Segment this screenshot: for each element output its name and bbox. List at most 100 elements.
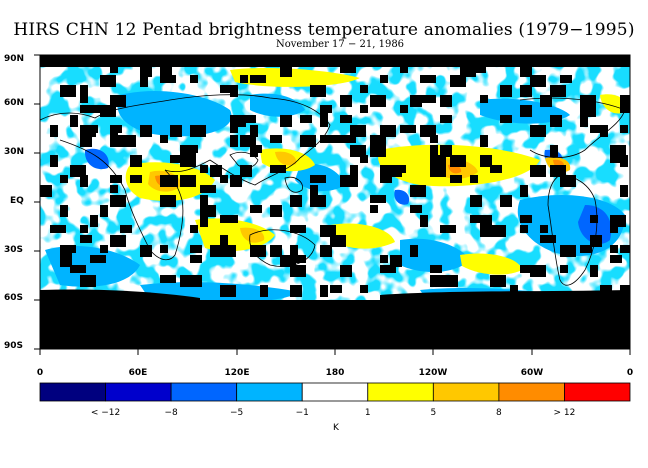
missing-data-box [200, 165, 208, 173]
colorbar-swatch [236, 382, 303, 402]
colorbar-swatch [170, 382, 238, 402]
missing-data-box [340, 175, 352, 187]
missing-data-box [290, 225, 306, 233]
missing-data-box [520, 105, 532, 117]
missing-data-box [600, 285, 612, 297]
missing-data-box [340, 65, 356, 73]
missing-data-box [610, 215, 626, 227]
missing-data-box [310, 175, 326, 183]
lat-label-60n: 60N [4, 98, 25, 108]
colorbar-label: < −12 [90, 408, 121, 418]
missing-data-box [420, 125, 428, 137]
lat-label-60s: 60S [4, 293, 24, 303]
colorbar [39, 382, 631, 402]
missing-data-box [250, 125, 258, 137]
missing-data-box [220, 245, 236, 257]
missing-data-box [180, 175, 196, 187]
missing-data-box [200, 205, 216, 217]
missing-data-box [480, 215, 492, 227]
missing-data-box [430, 275, 446, 287]
missing-data-box [360, 85, 368, 93]
lon-label-60w: 60W [520, 368, 544, 378]
missing-data-box [530, 165, 542, 177]
missing-data-box [280, 115, 292, 123]
missing-data-box [160, 245, 168, 253]
missing-data-box [290, 245, 298, 257]
lon-label-0: 0 [36, 368, 44, 378]
missing-data-box [590, 215, 598, 223]
missing-data-box [370, 95, 386, 107]
missing-data-box [420, 95, 436, 103]
missing-data-box [410, 205, 422, 213]
missing-data-box [270, 165, 286, 173]
missing-data-box [440, 115, 452, 123]
missing-data-box [310, 85, 326, 97]
missing-data-box [520, 265, 536, 273]
missing-data-box [440, 145, 452, 157]
colorbar-swatch [39, 382, 106, 402]
missing-data-box [170, 155, 186, 163]
missing-data-box [200, 215, 208, 227]
missing-data-box [220, 85, 236, 93]
missing-data-box [380, 255, 388, 263]
missing-data-box [450, 275, 458, 287]
missing-data-box [370, 195, 386, 203]
missing-data-box [250, 75, 266, 83]
missing-data-box [110, 65, 118, 73]
missing-data-box [210, 245, 222, 257]
missing-data-box [120, 225, 132, 233]
missing-data-box [160, 195, 176, 207]
missing-data-box [390, 255, 402, 267]
colorbar-swatch [367, 382, 434, 402]
colorbar-swatch [301, 382, 369, 402]
missing-data-box [340, 265, 352, 277]
missing-data-box [220, 285, 236, 297]
missing-data-box [500, 195, 512, 207]
missing-data-box [480, 95, 488, 103]
missing-data-box [50, 155, 58, 167]
missing-data-box [110, 195, 126, 207]
missing-data-box [330, 235, 346, 247]
missing-data-box [210, 165, 222, 177]
missing-data-box [450, 155, 466, 167]
colorbar-unit: K [333, 423, 339, 433]
missing-data-box [190, 125, 198, 133]
missing-data-box [520, 185, 528, 197]
missing-data-box [180, 155, 196, 167]
missing-data-box [290, 265, 306, 277]
missing-data-box [450, 175, 462, 183]
missing-data-box [140, 75, 148, 87]
axis-ticks [34, 54, 631, 355]
missing-data-box [380, 75, 388, 83]
missing-data-box [360, 155, 368, 163]
missing-data-box [290, 195, 302, 207]
missing-data-box [540, 235, 556, 243]
missing-data-box [470, 215, 478, 223]
missing-data-box [300, 135, 316, 143]
missing-data-box [80, 95, 88, 103]
missing-data-box [80, 125, 96, 137]
missing-data-box [610, 255, 622, 263]
missing-data-box [400, 125, 416, 133]
missing-data-box [410, 95, 422, 107]
missing-data-box [360, 105, 368, 113]
lat-label-90n: 90N [4, 54, 25, 64]
missing-data-box [420, 75, 436, 83]
missing-data-box [550, 115, 562, 127]
missing-data-box [70, 265, 86, 273]
missing-data-box [470, 195, 482, 207]
lon-label-60e: 60E [128, 368, 148, 378]
colorbar-label: 1 [364, 408, 371, 418]
missing-data-box [430, 265, 442, 273]
missing-data-box [340, 95, 352, 107]
missing-data-box [290, 285, 302, 297]
missing-data-box [250, 245, 266, 257]
missing-data-box [480, 155, 492, 167]
missing-data-box [50, 225, 66, 233]
missing-data-box [620, 185, 628, 197]
missing-data-box [110, 125, 122, 133]
colorbar-label: −1 [295, 408, 309, 418]
lat-label-30n: 30N [4, 147, 25, 157]
missing-data-box [410, 185, 426, 197]
missing-data-box [180, 275, 192, 287]
